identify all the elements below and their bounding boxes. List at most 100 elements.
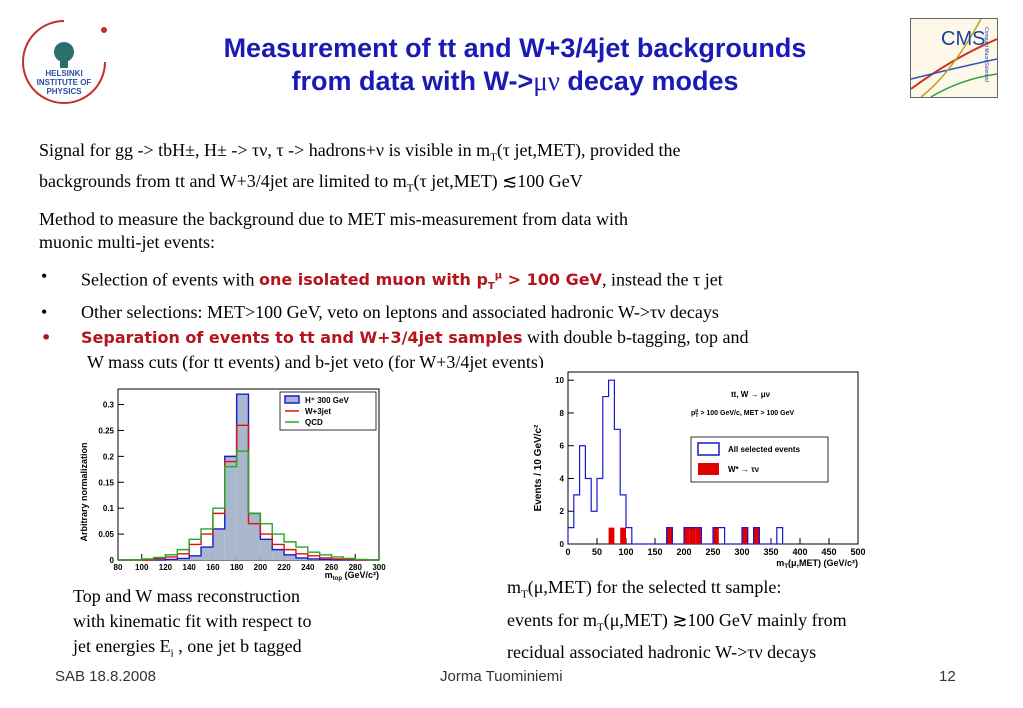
wtau-bar: [684, 527, 690, 544]
hip-line-2: INSTITUTE OF: [37, 78, 92, 87]
x-tick-label: 150: [647, 547, 662, 557]
bullet-list: • Selection of events with one isolated m…: [39, 264, 748, 375]
bullet-dot: •: [41, 266, 48, 286]
signal-bar: [224, 456, 237, 560]
bullet-1-bold-end: > 100 GeV: [502, 270, 602, 290]
y-tick-label: 10: [555, 376, 564, 385]
legend-all: All selected events: [728, 445, 801, 454]
x-tick-label: 300: [734, 547, 749, 557]
left-plot-ylabel: Arbitrary normalization: [79, 442, 89, 541]
all-events-line: [567, 379, 784, 545]
bullet-1-post: , instead the τ jet: [602, 269, 723, 290]
bullet-1-bold: one isolated muon with p: [258, 270, 488, 290]
wtau-bar: [608, 527, 615, 544]
histogram-line: [118, 450, 379, 561]
x-tick-label: 240: [301, 563, 315, 572]
para1-line1: Signal for gg -> tbH±, H± -> τν, τ -> ha…: [39, 140, 491, 160]
right-plot-annot1: tt, W → μν: [731, 390, 771, 399]
y-tick-label: 0.2: [103, 452, 115, 461]
left-caption-sub: i: [170, 647, 174, 660]
x-tick-label: 300: [372, 563, 386, 572]
bullet-dot: •: [41, 327, 52, 347]
bullet-3-post: with double b-tagging, top and: [522, 326, 749, 347]
x-tick-label: 280: [349, 563, 363, 572]
signal-bar: [272, 549, 285, 560]
bullet-2-text: Other selections: MET>100 GeV, veto on l…: [81, 301, 719, 322]
right-plot-ylabel: Events / 10 GeV/c²: [533, 424, 544, 511]
cms-text: CMS: [941, 28, 985, 50]
left-caption-line3: jet energies E: [73, 636, 171, 656]
y-tick-label: 2: [560, 507, 565, 516]
signal-bar: [295, 557, 308, 560]
x-tick-label: 50: [592, 547, 602, 557]
legend-w3jet: W+3jet: [305, 407, 331, 416]
wtau-bar: [666, 527, 673, 544]
y-tick-label: 0.15: [98, 478, 114, 487]
left-plot: Arbitrary normalization 0 0.05 0.1 0.15 0.2 0…: [70, 382, 390, 582]
y-tick-label: 0.25: [98, 426, 114, 435]
legend-signal: H⁺ 300 GeV: [305, 396, 349, 405]
x-tick-label: 160: [206, 563, 220, 572]
x-tick-label: 200: [676, 547, 691, 557]
right-caption: mT(μ,MET) for the selected tt sample: ev…: [507, 575, 847, 665]
x-tick-label: 200: [254, 563, 268, 572]
signal-bar: [284, 554, 296, 560]
title-line-2-pre: from data with W->: [291, 66, 534, 96]
left-plot-legend: H⁺ 300 GeV W+3jet QCD: [279, 391, 377, 431]
right-plot-xlabel: mT(μ,MET) (GeV/c²): [776, 558, 858, 570]
footer-date: SAB 18.8.2008: [55, 668, 156, 685]
bullet-1-pre: Selection of events with: [81, 269, 259, 290]
bullet-3-continuation: W mass cuts (for tt events) and b-jet ve…: [39, 350, 748, 375]
hip-line-3: PHYSICS: [46, 87, 82, 96]
left-caption-line1: Top and W mass reconstruction: [73, 586, 301, 606]
wtau-bar: [713, 527, 719, 544]
y-tick-label: 4: [560, 474, 565, 483]
y-tick-label: 0.3: [103, 401, 115, 410]
signal-bar: [189, 555, 202, 560]
x-tick-label: 250: [705, 547, 720, 557]
right-caption-2-sub: T: [596, 621, 604, 634]
y-tick-label: 0: [110, 556, 115, 565]
hip-line-1: HELSINKI: [45, 69, 82, 78]
para1-line1-sub: T: [490, 151, 497, 164]
x-tick-label: 260: [325, 563, 339, 572]
x-tick-label: 0: [565, 547, 570, 557]
x-tick-label: 220: [277, 563, 291, 572]
wtau-bar: [753, 527, 760, 544]
para1-line2: backgrounds from tt and W+3/4jet are lim…: [39, 170, 407, 191]
legend-qcd: QCD: [305, 418, 323, 427]
title-line-2-post: decay modes: [559, 66, 739, 96]
footer-author: Jorma Tuominiemi: [440, 668, 563, 685]
x-tick-label: 100: [135, 563, 149, 572]
para1-line1-end: (τ jet,MET), provided the: [496, 140, 681, 160]
cms-logo: CMS Compact Muon Solenoid: [910, 18, 998, 98]
signal-bar: [248, 513, 261, 560]
bullet-3-bold: Separation of events to tt and W+3/4jet …: [81, 327, 523, 347]
left-caption-line2: with kinematic fit with respect to: [73, 611, 312, 631]
x-tick-label: 80: [114, 563, 123, 572]
para2-line2: muonic multi-jet events:: [39, 232, 215, 252]
title-line-2-sym: μν: [533, 66, 560, 96]
bullet-1: • Selection of events with one isolated m…: [39, 264, 748, 300]
title-line-1: Measurement of tt and W+3/4jet backgroun…: [223, 33, 807, 63]
left-plot-xlabel: mtop (GeV/c²): [325, 570, 379, 582]
x-tick-label: 120: [159, 563, 173, 572]
x-tick-label: 450: [821, 547, 836, 557]
legend-swatch-wtau: [698, 463, 719, 475]
left-caption-end: , one jet b tagged: [173, 636, 302, 656]
right-caption-3: recidual associated hadronic W->τν decay…: [507, 642, 817, 663]
right-caption-2-pre: events for m: [507, 609, 597, 630]
signal-bar: [236, 394, 249, 560]
method-paragraph: Method to measure the background due to …: [39, 208, 628, 254]
x-tick-label: 140: [183, 563, 197, 572]
x-tick-label: 180: [230, 563, 244, 572]
signal-bar: [177, 558, 190, 560]
wtau-bar: [742, 527, 748, 544]
footer-page-number: 12: [939, 668, 956, 685]
wtau-bar: [695, 527, 702, 544]
para1-line2-sub: T: [406, 182, 414, 195]
bullet-3-cont-text: W mass cuts (for tt events) and b-jet ve…: [87, 351, 544, 372]
right-caption-1-pre: m: [507, 577, 522, 597]
legend-wtau: W* → τν: [728, 465, 760, 474]
right-caption-1-sub: T: [521, 588, 528, 601]
